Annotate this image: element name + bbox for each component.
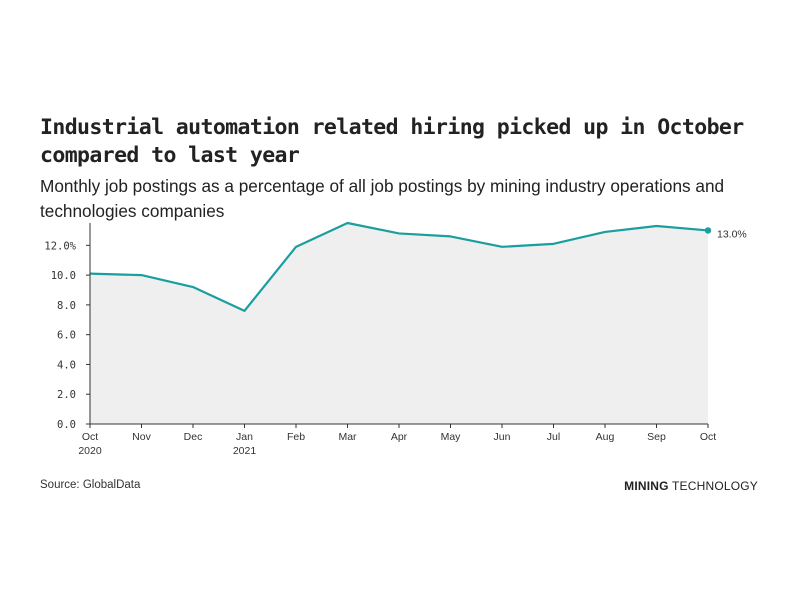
x-tick-label: Jun bbox=[494, 431, 511, 443]
chart-subtitle: Monthly job postings as a percentage of … bbox=[40, 176, 725, 221]
area-fill bbox=[90, 223, 708, 424]
x-tick-label: Feb bbox=[287, 431, 305, 443]
x-axis: Oct 2020 Nov Dec Jan 2021 Feb Mar Apr May Jun Jul Au… bbox=[78, 423, 716, 457]
y-tick-label: 12.0% bbox=[44, 240, 76, 252]
x-tick-label: Apr bbox=[391, 431, 408, 443]
x-tick-label: Nov bbox=[132, 431, 151, 443]
end-value-label: 13.0% bbox=[717, 228, 747, 240]
chart-title: Industrial automation related hiring pic… bbox=[40, 115, 744, 168]
y-tick-label: 2.0 bbox=[57, 389, 76, 401]
x-tick-label: Aug bbox=[596, 431, 615, 443]
y-tick-label: 6.0 bbox=[57, 330, 76, 342]
x-tick-label: May bbox=[441, 431, 462, 443]
x-tick-year-label: 2020 bbox=[78, 445, 102, 457]
area-fill-layer bbox=[90, 223, 708, 424]
brand-strong: MINING bbox=[624, 479, 669, 493]
x-tick-label: Dec bbox=[184, 431, 203, 443]
annotations: 13.0% bbox=[717, 228, 747, 240]
x-tick-label: Jul bbox=[547, 431, 560, 443]
x-tick-label: Jan bbox=[236, 431, 253, 443]
x-tick-label: Oct bbox=[700, 431, 716, 443]
y-tick-label: 0.0 bbox=[57, 419, 76, 431]
y-tick-label: 4.0 bbox=[57, 359, 76, 371]
y-tick-label: 8.0 bbox=[57, 300, 76, 312]
series-line bbox=[89, 221, 709, 312]
x-tick-label: Sep bbox=[647, 431, 666, 443]
brand-logo: MINING TECHNOLOGY bbox=[624, 479, 758, 493]
source-note: Source: GlobalData bbox=[40, 479, 141, 491]
x-tick-label: Mar bbox=[338, 431, 357, 443]
y-tick-label: 10.0 bbox=[51, 270, 76, 282]
x-tick-label: Oct bbox=[82, 431, 98, 443]
brand-light: TECHNOLOGY bbox=[671, 479, 758, 493]
end-point bbox=[704, 227, 712, 234]
y-axis: 0.0 2.0 4.0 6.0 8.0 10.0 12.0% bbox=[44, 223, 91, 431]
x-tick-year-label: 2021 bbox=[233, 445, 257, 457]
series-line-layer bbox=[89, 221, 712, 312]
